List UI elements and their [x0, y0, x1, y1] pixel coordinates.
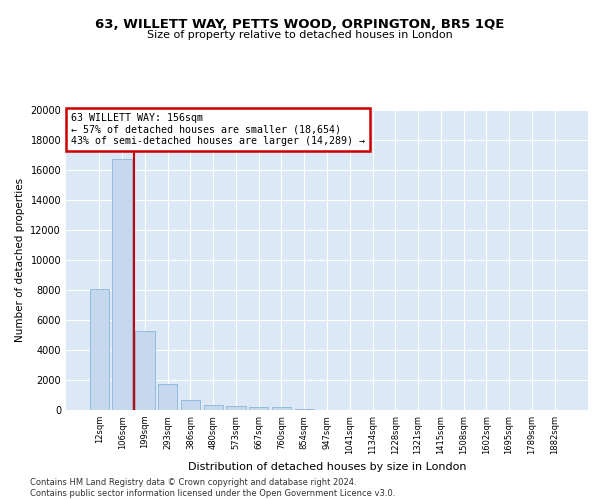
- Bar: [203, 405, 223, 410]
- Bar: [295, 408, 314, 410]
- Bar: [112, 160, 132, 410]
- X-axis label: Distribution of detached houses by size in London: Distribution of detached houses by size …: [188, 462, 466, 472]
- Text: Contains HM Land Registry data © Crown copyright and database right 2024.
Contai: Contains HM Land Registry data © Crown c…: [30, 478, 395, 498]
- Bar: [249, 407, 268, 410]
- Bar: [272, 408, 291, 410]
- Bar: [90, 288, 109, 410]
- Text: Size of property relative to detached houses in London: Size of property relative to detached ho…: [147, 30, 453, 40]
- Bar: [226, 406, 245, 410]
- Text: 63, WILLETT WAY, PETTS WOOD, ORPINGTON, BR5 1QE: 63, WILLETT WAY, PETTS WOOD, ORPINGTON, …: [95, 18, 505, 30]
- Y-axis label: Number of detached properties: Number of detached properties: [15, 178, 25, 342]
- Bar: [181, 400, 200, 410]
- Text: 63 WILLETT WAY: 156sqm
← 57% of detached houses are smaller (18,654)
43% of semi: 63 WILLETT WAY: 156sqm ← 57% of detached…: [71, 113, 365, 146]
- Bar: [158, 384, 178, 410]
- Bar: [135, 330, 155, 410]
